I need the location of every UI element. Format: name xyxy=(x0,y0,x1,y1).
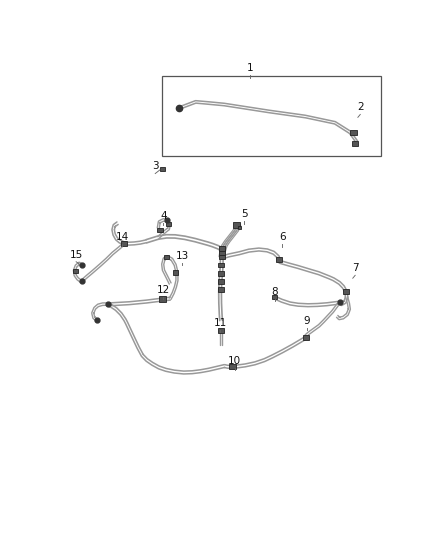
Bar xyxy=(157,228,162,232)
Text: 4: 4 xyxy=(160,211,167,221)
Bar xyxy=(350,130,357,135)
Bar xyxy=(343,289,350,294)
Text: 10: 10 xyxy=(228,356,241,366)
Bar xyxy=(276,257,282,262)
Bar xyxy=(162,76,381,156)
Text: 13: 13 xyxy=(175,251,189,261)
Text: 8: 8 xyxy=(272,287,278,297)
Bar xyxy=(272,295,277,300)
Bar xyxy=(160,166,166,171)
Bar xyxy=(164,255,170,259)
Text: 5: 5 xyxy=(241,209,247,219)
Bar xyxy=(218,271,224,276)
Bar xyxy=(219,255,225,259)
Bar xyxy=(121,241,127,246)
Bar xyxy=(73,269,78,273)
Bar xyxy=(238,226,241,229)
Text: 9: 9 xyxy=(303,316,310,326)
Bar xyxy=(219,251,225,255)
Text: 14: 14 xyxy=(115,232,129,241)
Text: 15: 15 xyxy=(70,250,83,260)
Text: 6: 6 xyxy=(279,232,286,241)
Bar xyxy=(166,222,171,226)
Text: 11: 11 xyxy=(214,318,227,328)
Text: 2: 2 xyxy=(357,102,364,112)
Bar xyxy=(303,335,309,340)
Text: 3: 3 xyxy=(152,161,159,172)
Bar xyxy=(159,296,166,302)
Bar xyxy=(233,222,240,228)
Text: 7: 7 xyxy=(352,263,358,273)
Bar xyxy=(229,364,236,369)
Bar xyxy=(218,263,224,268)
Bar xyxy=(173,270,178,274)
Text: 12: 12 xyxy=(157,285,170,295)
Bar xyxy=(218,328,224,333)
Bar xyxy=(218,287,224,292)
Bar xyxy=(218,279,224,284)
Bar xyxy=(352,141,358,146)
Bar xyxy=(219,246,225,251)
Text: 1: 1 xyxy=(247,63,253,73)
